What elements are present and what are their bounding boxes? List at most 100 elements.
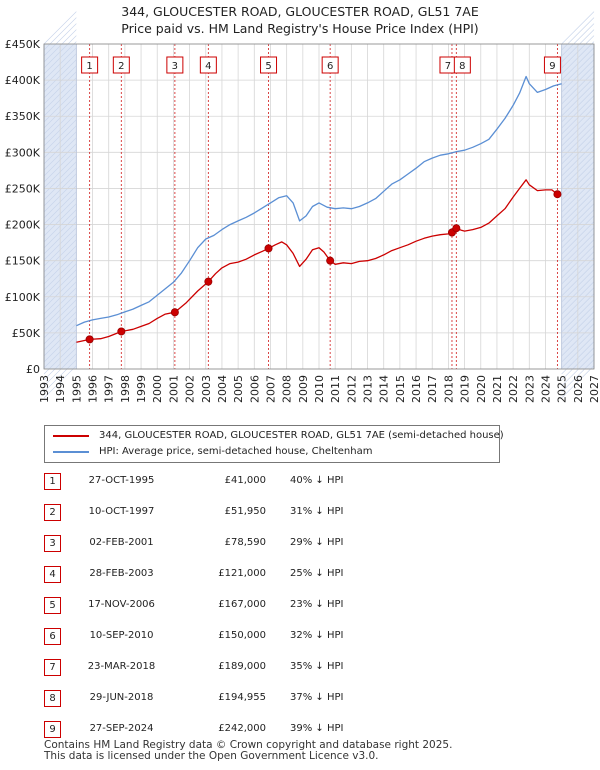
x-tick-label: 2001 [167, 375, 180, 403]
title-line-2: Price paid vs. HM Land Registry's House … [121, 21, 479, 36]
x-tick-label: 2013 [362, 375, 375, 403]
sale-point [326, 256, 335, 265]
sale-point [204, 277, 213, 286]
sale-hpi-diff: 29% ↓ HPI [290, 537, 344, 548]
y-tick-label: £200K [5, 219, 41, 232]
sale-marker-label: 9 [543, 56, 561, 74]
sale-number: 5 [44, 597, 61, 614]
sale-marker-box [199, 56, 217, 74]
sale-number: 3 [44, 535, 61, 552]
sale-price: £121,000 [218, 568, 266, 579]
sale-price: £51,950 [224, 506, 266, 517]
y-tick-label: £300K [5, 146, 41, 159]
x-tick-label: 2000 [151, 375, 164, 403]
sale-point [170, 308, 179, 317]
sale-date: 29-JUN-2018 [89, 692, 154, 703]
sale-row: 6 10-SEP-2010 £150,000 32% ↓ HPI [44, 626, 464, 646]
x-tick-label: 2026 [572, 375, 585, 403]
hatch-line [561, 353, 595, 387]
x-tick-label: 2024 [539, 375, 552, 403]
x-tick-label: 2018 [442, 375, 455, 403]
sale-marker-number: 7 [445, 61, 451, 72]
sale-point [553, 190, 562, 199]
sale-marker-number: 4 [205, 61, 211, 72]
x-tick-label: 1994 [54, 375, 67, 403]
legend-line-property [53, 435, 89, 437]
sale-point [452, 224, 461, 233]
x-tick-label: 2014 [378, 375, 391, 403]
sale-date: 17-NOV-2006 [88, 599, 155, 610]
sale-hpi-diff: 37% ↓ HPI [290, 692, 344, 703]
y-tick-label: £450K [5, 38, 41, 51]
sale-marker-number: 6 [327, 61, 333, 72]
sale-marker-label: 3 [166, 56, 184, 74]
sale-marker-number: 8 [459, 61, 465, 72]
sale-date: 10-SEP-2010 [89, 630, 154, 641]
sale-marker-box [112, 56, 130, 74]
sale-number: 4 [44, 566, 61, 583]
sale-date: 02-FEB-2001 [89, 537, 154, 548]
hatch-line [561, 11, 595, 45]
sale-row: 2 10-OCT-1997 £51,950 31% ↓ HPI [44, 502, 464, 522]
sale-marker-label: 2 [112, 56, 130, 74]
sale-date: 23-MAR-2018 [87, 661, 156, 672]
plot-frame [43, 43, 595, 370]
x-tick-label: 1997 [103, 375, 116, 403]
x-tick-label: 2003 [200, 375, 213, 403]
x-tick-label: 1993 [38, 375, 51, 403]
x-tick-label: 2015 [394, 375, 407, 403]
sale-marker-number: 1 [86, 61, 92, 72]
legend-line-hpi [53, 451, 89, 453]
x-tick-label: 2007 [264, 375, 277, 403]
x-tick-label: 2027 [588, 375, 600, 403]
sale-point [117, 327, 126, 336]
x-tick-label: 2012 [345, 375, 358, 403]
sale-point [264, 244, 273, 253]
sale-price: £189,000 [218, 661, 266, 672]
sale-marker-box [81, 56, 99, 74]
sale-marker-label: 5 [260, 56, 278, 74]
sale-number: 6 [44, 628, 61, 645]
sale-marker-box [543, 56, 561, 74]
x-tick-label: 2011 [329, 375, 342, 403]
y-tick-label: £50K [12, 327, 41, 340]
x-tick-label: 2017 [426, 375, 439, 403]
sale-date: 27-OCT-1995 [88, 475, 155, 486]
x-tick-label: 2025 [556, 375, 569, 403]
legend-label-property: 344, GLOUCESTER ROAD, GLOUCESTER ROAD, G… [99, 430, 504, 441]
y-tick-label: £350K [5, 110, 41, 123]
x-tick-label: 1995 [70, 375, 83, 403]
x-tick-label: 2022 [507, 375, 520, 403]
sale-marker-label: 8 [453, 56, 471, 74]
sale-marker-number: 3 [172, 61, 178, 72]
sale-date: 28-FEB-2003 [89, 568, 154, 579]
hatch-line [561, 365, 595, 399]
sale-hpi-diff: 39% ↓ HPI [290, 723, 344, 734]
sale-price: £41,000 [224, 475, 266, 486]
sale-hpi-diff: 35% ↓ HPI [290, 661, 344, 672]
x-tick-label: 2006 [248, 375, 261, 403]
sale-row: 7 23-MAR-2018 £189,000 35% ↓ HPI [44, 657, 464, 677]
sale-number: 2 [44, 504, 61, 521]
x-tick-label: 2009 [297, 375, 310, 403]
y-tick-label: £150K [5, 255, 41, 268]
sale-marker-box [166, 56, 184, 74]
x-tick-label: 2002 [184, 375, 197, 403]
x-tick-label: 1998 [119, 375, 132, 403]
sale-price: £194,955 [218, 692, 266, 703]
hatch-line [43, 23, 77, 57]
hatch-line [43, 17, 77, 51]
sale-marker-label: 1 [81, 56, 99, 74]
x-tick-label: 2021 [491, 375, 504, 403]
x-tick-label: 1996 [87, 375, 100, 403]
hatch-line [43, 353, 77, 387]
sale-price: £242,000 [218, 723, 266, 734]
footer-copyright: Contains HM Land Registry data © Crown c… [44, 739, 453, 751]
sale-number: 9 [44, 721, 61, 738]
sale-number: 7 [44, 659, 61, 676]
y-tick-label: £0 [26, 363, 40, 376]
sale-date: 10-OCT-1997 [88, 506, 155, 517]
sale-price: £78,590 [224, 537, 266, 548]
hatch-line [43, 11, 77, 45]
sale-number: 1 [44, 473, 61, 490]
